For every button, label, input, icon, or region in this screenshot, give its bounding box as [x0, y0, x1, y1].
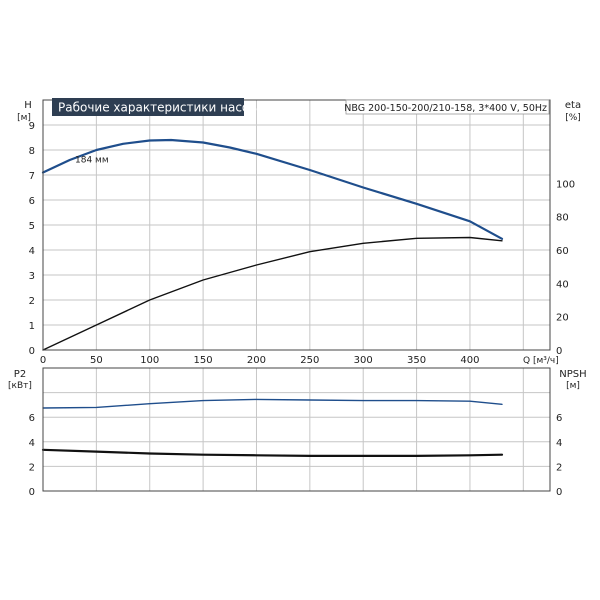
y-tick-label-left-bottom: 4 — [29, 438, 35, 449]
y-tick-label-right: 60 — [556, 246, 569, 257]
y-axis-right-label-bottom: NPSH — [559, 369, 586, 380]
series-line-bottom-1 — [41, 448, 504, 457]
y-tick-label-left: 9 — [29, 121, 35, 132]
y-tick-label-left-bottom: 0 — [29, 487, 35, 498]
subtitle-box — [345, 99, 550, 115]
x-tick-label: 100 — [140, 355, 159, 366]
chart-subtitle: NBG 200-150-200/210-158, 3*400 V, 50Hz — [344, 103, 547, 114]
y-tick-label-right: 100 — [556, 179, 575, 190]
x-tick-label: 250 — [300, 355, 319, 366]
x-tick-label: 50 — [90, 355, 103, 366]
y-axis-left-unit-top: [м] — [17, 113, 31, 123]
y-tick-label-left: 2 — [29, 296, 35, 307]
y-tick-label-left: 5 — [29, 221, 35, 232]
y-tick-label-left-bottom: 2 — [29, 462, 35, 473]
chart-title: Рабочие характеристики насоса — [58, 101, 263, 115]
y-tick-label-left: 4 — [29, 246, 35, 257]
y-axis-left-unit-bottom: [кВт] — [8, 381, 32, 391]
top-plot-frame — [42, 99, 551, 351]
y-tick-label-right: 40 — [556, 279, 569, 290]
y-tick-label-right-bottom: 6 — [556, 413, 562, 424]
series-layer — [41, 138, 504, 457]
y-tick-label-right: 20 — [556, 313, 569, 324]
x-tick-label: 0 — [40, 355, 46, 366]
x-tick-label: 150 — [194, 355, 213, 366]
y-tick-label-left-bottom: 6 — [29, 413, 35, 424]
y-tick-label-left: 1 — [29, 321, 35, 332]
y-axis-right-unit-bottom: [м] — [566, 381, 580, 391]
y-tick-label-left: 6 — [29, 196, 35, 207]
frame-layer — [42, 98, 551, 492]
x-axis-label: Q [м³/ч] — [523, 356, 559, 366]
y-axis-left-label-bottom: P2 — [14, 369, 26, 380]
title-box — [52, 98, 244, 116]
y-tick-label-right-bottom: 0 — [556, 487, 562, 498]
y-tick-label-left: 3 — [29, 271, 35, 282]
series-line-top-1 — [42, 236, 503, 351]
y-tick-label-right-bottom: 4 — [556, 438, 562, 449]
x-tick-label: 300 — [354, 355, 373, 366]
y-tick-label-right: 80 — [556, 213, 569, 224]
y-tick-label-left: 0 — [29, 346, 35, 357]
bottom-plot-frame — [42, 367, 551, 492]
y-axis-left-label-top: H — [24, 100, 32, 111]
x-tick-label: 200 — [247, 355, 266, 366]
label-layer: Рабочие характеристики насоса NBG 200-150… — [8, 100, 587, 498]
y-axis-right-label-top: eta — [565, 100, 581, 111]
y-axis-right-unit-top: [%] — [565, 113, 581, 123]
y-tick-label-right: 0 — [556, 346, 562, 357]
y-tick-label-left: 8 — [29, 146, 35, 157]
series-line-bottom-0 — [42, 398, 503, 409]
y-tick-label-right-bottom: 2 — [556, 462, 562, 473]
series-line-top-0 — [41, 138, 504, 240]
y-tick-label-left: 7 — [29, 171, 35, 182]
x-tick-label: 400 — [460, 355, 479, 366]
x-tick-label: 350 — [407, 355, 426, 366]
curve-annotation: 184 мм — [75, 156, 109, 166]
